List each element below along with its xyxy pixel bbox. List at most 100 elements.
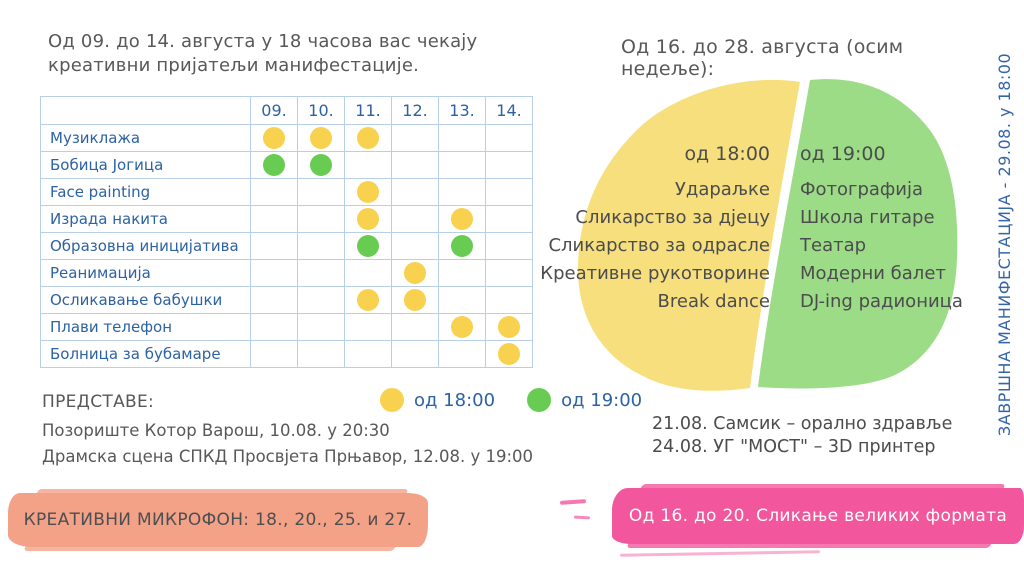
schedule-cell xyxy=(298,206,345,233)
schedule-cell xyxy=(345,260,392,287)
schedule-cell xyxy=(298,314,345,341)
column-header: 13. xyxy=(439,97,486,125)
activity-label: Болница за бубамаре xyxy=(41,341,251,368)
schedule-cell xyxy=(486,233,533,260)
column-header: 10. xyxy=(298,97,345,125)
performance-item: Позориште Котор Варош, 10.08. у 20:30 xyxy=(42,421,390,440)
special-event-item: 21.08. Самсик – орално здравље xyxy=(652,414,953,434)
column-header: 12. xyxy=(392,97,439,125)
left-heading-line2: креативни пријатељи манифестације. xyxy=(48,55,420,77)
dot-18h xyxy=(357,127,379,149)
dot-18h xyxy=(451,316,473,338)
schedule-cell xyxy=(298,341,345,368)
creative-microphone-text: КРЕАТИВНИ МИКРОФОН: 18., 20., 25. и 27. xyxy=(23,510,413,530)
schedule-cell xyxy=(251,179,298,206)
schedule-cell xyxy=(251,287,298,314)
schedule-cell xyxy=(439,152,486,179)
large-format-painting-banner: Од 16. до 20. Сликање великих формата xyxy=(612,488,1024,544)
schedule-cell xyxy=(345,314,392,341)
schedule-cell xyxy=(439,125,486,152)
performances-list: Позориште Котор Варош, 10.08. у 20:30 Дра… xyxy=(42,418,533,470)
schedule-cell xyxy=(392,314,439,341)
program-19h-item: Фотографија xyxy=(800,179,924,200)
dot-18h xyxy=(498,343,520,365)
special-events: 21.08. Самсик – орално здравље 24.08. УГ … xyxy=(652,413,952,459)
schedule-cell xyxy=(486,152,533,179)
schedule-cell xyxy=(251,233,298,260)
schedule-cell xyxy=(251,206,298,233)
schedule-cell xyxy=(486,287,533,314)
program-19h-item: DJ-ing радионица xyxy=(800,291,963,312)
schedule-cell xyxy=(345,287,392,314)
schedule-cell xyxy=(392,287,439,314)
schedule-cell xyxy=(251,314,298,341)
schedule-cell xyxy=(392,233,439,260)
program-19h-list: Фотографија Школа гитаре Театар Модерни бал… xyxy=(800,176,1000,316)
right-heading: Од 16. до 28. августа (осим недеље): xyxy=(621,36,904,80)
activity-label: Бобица Јогица xyxy=(41,152,251,179)
program-blob: од 18:00 Удараљке Сликарство за дјецу Слик… xyxy=(540,78,963,392)
program-19h-item: Модерни балет xyxy=(800,263,946,284)
schedule-cell xyxy=(439,206,486,233)
schedule-cell xyxy=(486,314,533,341)
schedule-cell xyxy=(439,179,486,206)
program-19h-time: од 19:00 xyxy=(800,143,886,165)
closing-event-vertical-banner: ЗАВРШНА МАНИФЕСТАЦИЈА - 29.08. у 18:00 xyxy=(995,52,1014,436)
program-18h-item: Удараљке xyxy=(674,179,770,200)
performances-title: ПРЕДСТАВЕ: xyxy=(42,392,155,412)
program-18h-list: Удараљке Сликарство за дјецу Сликарство за… xyxy=(507,176,770,316)
dot-18h xyxy=(357,181,379,203)
program-19h: од 19:00 Фотографија Школа гитаре Театар Мо… xyxy=(800,140,1000,316)
program-18h-item: Сликарство за дјецу xyxy=(575,207,770,228)
creative-microphone-banner: КРЕАТИВНИ МИКРОФОН: 18., 20., 25. и 27. xyxy=(8,493,428,547)
dot-18h xyxy=(310,127,332,149)
activity-label: Плави телефон xyxy=(41,314,251,341)
legend-green-dot-icon xyxy=(527,388,552,412)
schedule-cell xyxy=(298,152,345,179)
schedule-table: 09. 10. 11. 12. 13. 14. Музиклажа Бобица Јогица… xyxy=(40,96,533,368)
dot-18h xyxy=(357,289,379,311)
schedule-cell xyxy=(439,287,486,314)
schedule-cell xyxy=(486,260,533,287)
dot-18h xyxy=(498,316,520,338)
performances-block: ПРЕДСТАВЕ: Позориште Котор Варош, 10.08.… xyxy=(42,392,533,470)
program-19h-item: Театар xyxy=(800,235,867,256)
schedule-cell xyxy=(345,233,392,260)
schedule-cell xyxy=(439,341,486,368)
schedule-cell xyxy=(439,314,486,341)
schedule-cell xyxy=(392,125,439,152)
schedule-cell xyxy=(486,125,533,152)
brush-splatter-icon xyxy=(619,550,821,557)
schedule-cell xyxy=(251,260,298,287)
dot-19h xyxy=(451,235,473,257)
activity-label: Израда накита xyxy=(41,206,251,233)
schedule-cell xyxy=(345,341,392,368)
column-header: 09. xyxy=(251,97,298,125)
schedule-cell xyxy=(345,152,392,179)
dot-18h xyxy=(404,289,426,311)
schedule-cell xyxy=(345,206,392,233)
program-18h: од 18:00 Удараљке Сликарство за дјецу Слик… xyxy=(507,140,770,316)
large-format-painting-text: Од 16. до 20. Сликање великих формата xyxy=(628,506,1008,526)
schedule-cell xyxy=(439,260,486,287)
schedule-cell xyxy=(486,179,533,206)
schedule-cell xyxy=(298,125,345,152)
column-header: 14. xyxy=(486,97,533,125)
schedule-cell xyxy=(298,233,345,260)
program-18h-item: Сликарство за одрасле xyxy=(548,235,770,256)
dot-19h xyxy=(263,154,285,176)
program-19h-item: Школа гитаре xyxy=(800,207,935,228)
performance-item: Драмска сцена СПКД Просвјета Прњавор, 12… xyxy=(42,447,534,466)
schedule-cell xyxy=(298,260,345,287)
schedule-cell xyxy=(486,341,533,368)
schedule-cell xyxy=(439,233,486,260)
legend-yellow-dot-icon xyxy=(380,388,404,412)
activity-label: Музиклажа xyxy=(41,125,251,152)
schedule-cell xyxy=(392,179,439,206)
schedule-cell xyxy=(251,152,298,179)
left-heading-line1: Од 09. до 14. августа у 18 часова вас че… xyxy=(48,31,478,52)
table-corner-cell xyxy=(41,97,251,125)
schedule-cell xyxy=(392,152,439,179)
blob-shape xyxy=(577,79,958,391)
dot-18h xyxy=(263,127,285,149)
